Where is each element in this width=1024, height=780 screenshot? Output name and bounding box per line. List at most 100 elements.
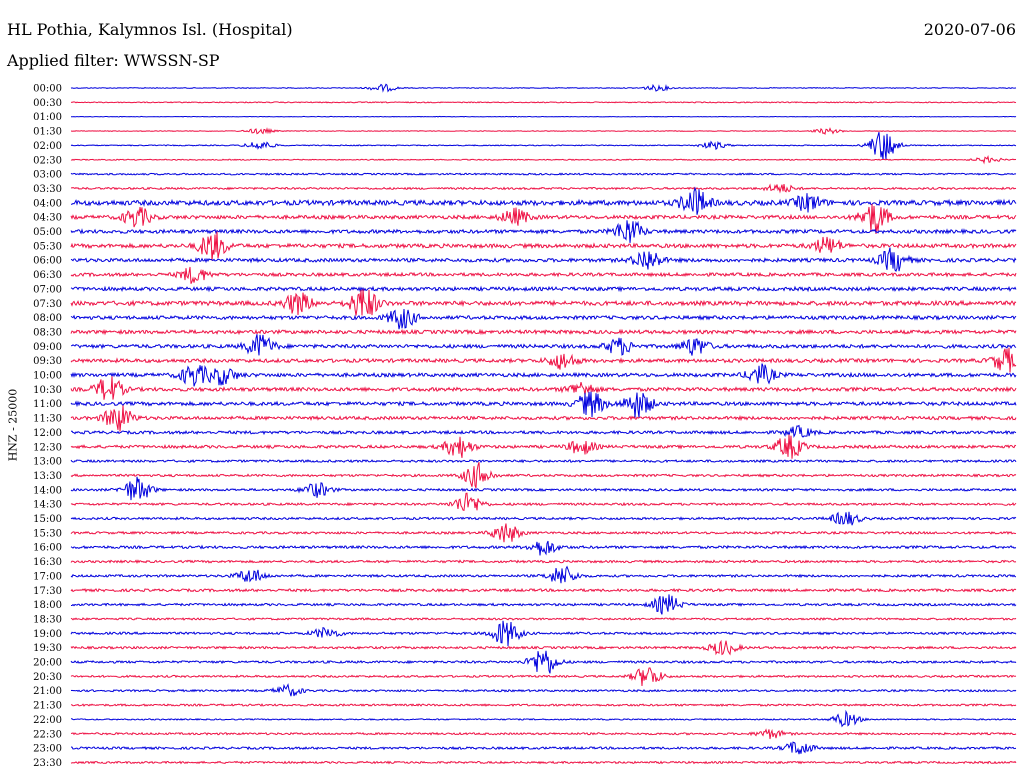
- row-time-label: 20:00: [33, 658, 62, 669]
- trace-1930: [70, 639, 1017, 656]
- row-time-label: 04:00: [33, 198, 62, 209]
- trace-0700: [70, 285, 1017, 293]
- row-time-label: 08:30: [33, 327, 62, 338]
- station-title: HL Pothia, Kalymnos Isl. (Hospital): [7, 20, 293, 39]
- trace-0400: [71, 186, 1017, 215]
- trace-1100: [70, 391, 1017, 418]
- trace-0900: [70, 334, 1017, 356]
- row-time-label: 14:30: [33, 500, 62, 511]
- row-time-label: 19:00: [33, 629, 62, 640]
- row-time-label: 07:30: [33, 299, 62, 310]
- row-time-label: 12:00: [33, 428, 62, 439]
- trace-0500: [70, 220, 1017, 243]
- trace-1200: [70, 424, 1017, 438]
- row-time-label: 17:30: [33, 586, 62, 597]
- row-time-label: 04:30: [33, 213, 62, 224]
- trace-0230: [70, 155, 1017, 165]
- row-time-label: 21:30: [33, 701, 62, 712]
- row-time-label: 23:00: [33, 744, 62, 755]
- row-time-label: 10:00: [33, 371, 62, 382]
- row-time-label: 00:00: [33, 84, 62, 95]
- row-time-label: 16:30: [33, 557, 62, 568]
- row-time-label: 15:00: [33, 514, 62, 525]
- row-time-label: 05:00: [33, 227, 62, 238]
- row-time-label: 22:00: [33, 715, 62, 726]
- row-time-label: 18:00: [33, 600, 62, 611]
- trace-1730: [70, 587, 1017, 593]
- trace-2130: [70, 703, 1017, 707]
- row-time-label: 13:30: [33, 471, 62, 482]
- trace-1630: [70, 559, 1017, 564]
- row-time-label: 18:30: [33, 614, 62, 625]
- row-time-label: 09:00: [33, 342, 62, 353]
- row-time-label: 12:30: [33, 442, 62, 453]
- recording-date: 2020-07-06: [923, 20, 1016, 39]
- trace-1600: [70, 540, 1017, 556]
- row-time-label: 10:30: [33, 385, 62, 396]
- trace-0030: [70, 101, 1017, 104]
- trace-0200: [70, 132, 1017, 161]
- row-time-label: 01:00: [33, 112, 62, 123]
- row-time-label: 16:00: [33, 543, 62, 554]
- row-time-label: 00:30: [33, 98, 62, 109]
- trace-0730: [70, 289, 1017, 316]
- row-time-label: 13:00: [33, 457, 62, 468]
- trace-0000: [70, 83, 1017, 93]
- row-time-label: 11:30: [33, 414, 62, 425]
- trace-1000: [70, 363, 1017, 387]
- row-time-label: 14:00: [33, 485, 62, 496]
- trace-2100: [70, 683, 1017, 697]
- row-time-label: 09:30: [33, 356, 62, 367]
- trace-2300: [70, 741, 1017, 755]
- applied-filter: Applied filter: WWSSN-SP: [7, 51, 220, 70]
- trace-0930: [70, 347, 1017, 373]
- trace-2030: [70, 667, 1017, 687]
- row-time-label: 02:30: [33, 155, 62, 166]
- row-time-label: 19:30: [33, 643, 62, 654]
- row-time-label: 01:30: [33, 127, 62, 138]
- trace-1030: [70, 376, 1017, 400]
- row-time-label: 03:00: [33, 170, 62, 181]
- row-time-label: 22:30: [33, 729, 62, 740]
- trace-1230: [70, 434, 1017, 459]
- trace-2330: [70, 760, 1017, 765]
- row-time-label: 06:30: [33, 270, 62, 281]
- trace-2200: [71, 709, 1016, 728]
- trace-1500: [70, 511, 1017, 526]
- trace-1700: [70, 565, 1017, 584]
- row-time-label: 21:00: [33, 686, 62, 697]
- trace-0830: [70, 328, 1017, 336]
- trace-2230: [71, 728, 1017, 740]
- trace-2000: [70, 650, 1017, 674]
- trace-1330: [70, 462, 1017, 489]
- row-time-label: 05:30: [33, 241, 62, 252]
- row-time-label: 08:00: [33, 313, 62, 324]
- trace-0430: [70, 203, 1017, 235]
- trace-1400: [70, 476, 1017, 501]
- row-time-label: 02:00: [33, 141, 62, 152]
- row-time-label: 03:30: [33, 184, 62, 195]
- row-time-label: 07:00: [33, 284, 62, 295]
- trace-0800: [70, 308, 1017, 330]
- trace-1430: [70, 492, 1017, 512]
- trace-1530: [70, 523, 1017, 543]
- trace-0100: [71, 115, 1017, 118]
- row-time-label: 11:00: [33, 399, 62, 410]
- row-time-label: 15:30: [33, 528, 62, 539]
- row-time-label: 23:30: [33, 758, 62, 769]
- trace-0530: [70, 231, 1017, 261]
- trace-0600: [70, 247, 1017, 273]
- trace-1130: [70, 405, 1017, 432]
- trace-1900: [70, 620, 1017, 647]
- trace-0130: [70, 127, 1017, 136]
- row-time-label: 17:00: [33, 571, 62, 582]
- trace-1300: [70, 459, 1017, 464]
- row-time-label: 20:30: [33, 672, 62, 683]
- trace-1800: [71, 594, 1017, 615]
- row-time-label: 06:00: [33, 256, 62, 267]
- trace-0300: [70, 172, 1017, 176]
- trace-1830: [70, 617, 1017, 621]
- trace-0330: [70, 183, 1017, 194]
- trace-0630: [70, 266, 1017, 284]
